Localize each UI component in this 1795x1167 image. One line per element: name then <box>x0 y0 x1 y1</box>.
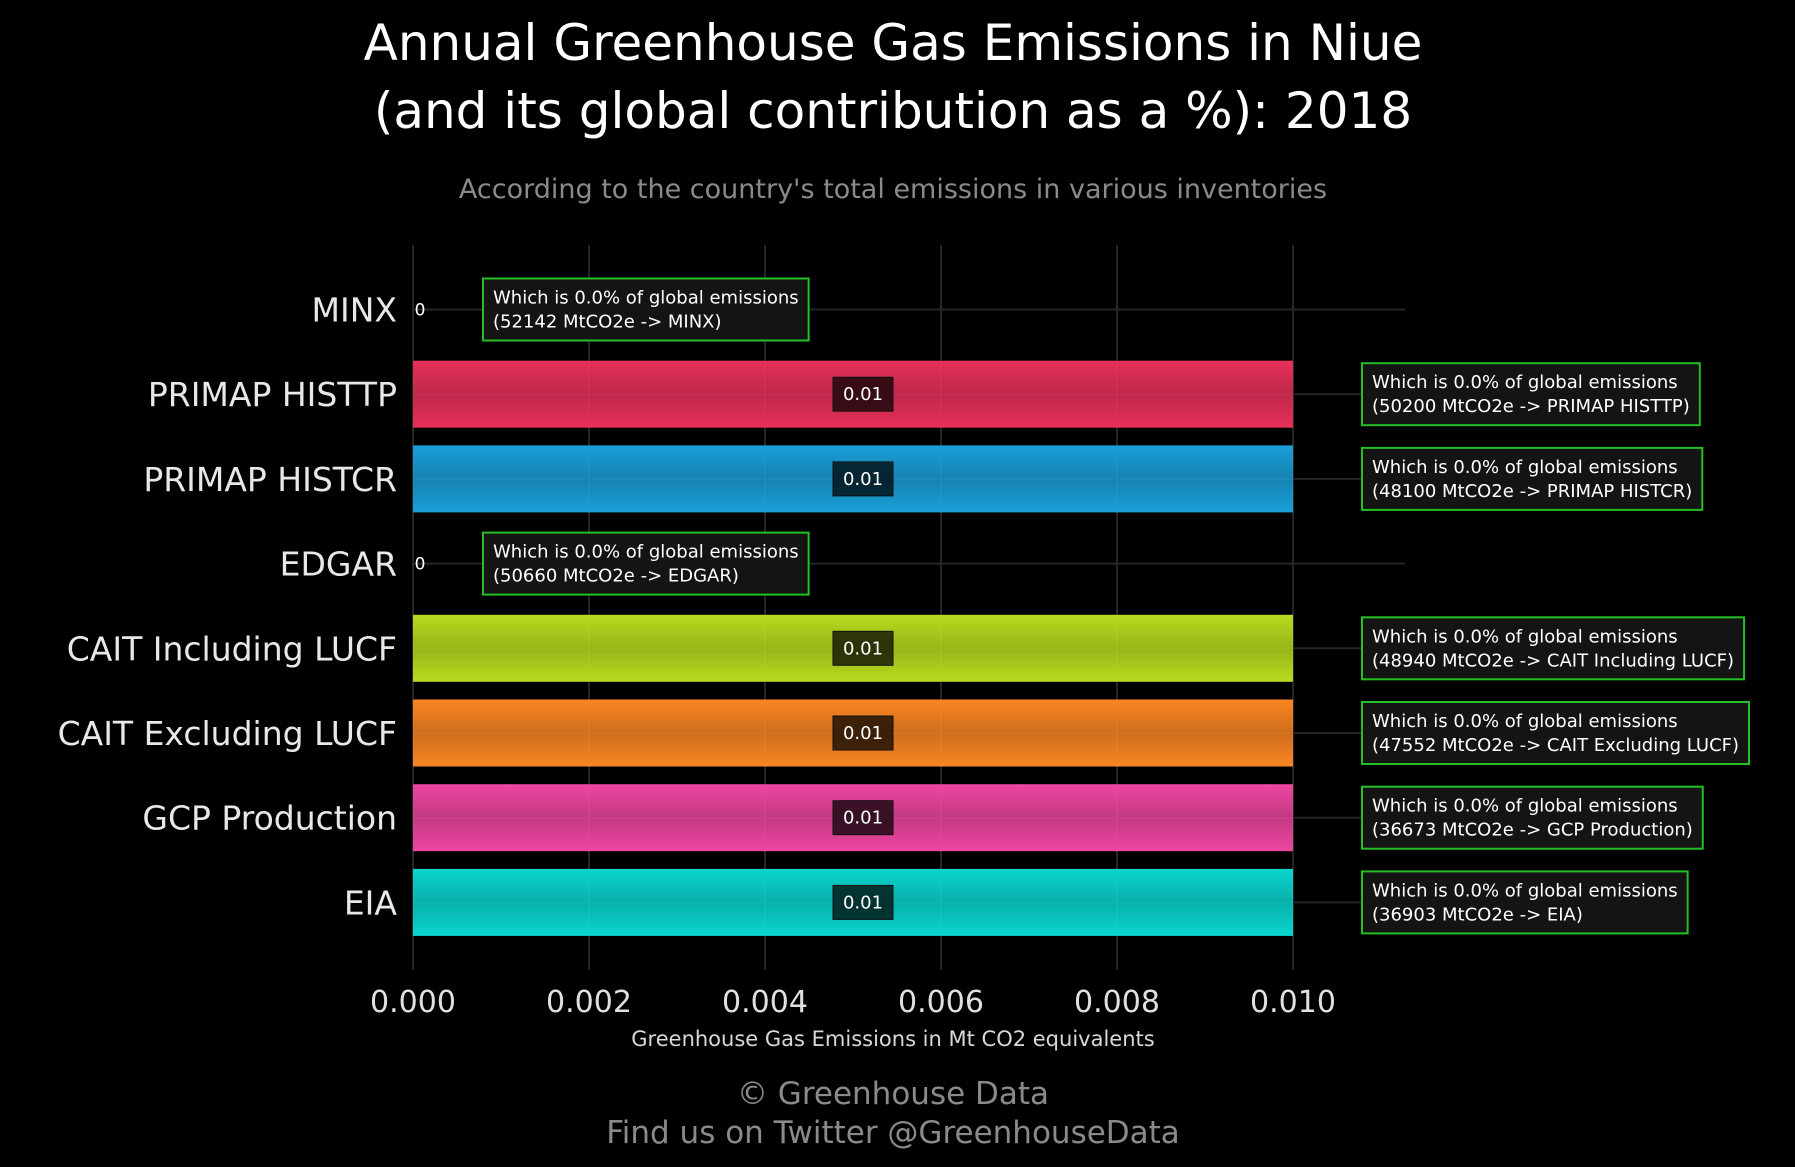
value-label-box <box>832 461 894 497</box>
annotation-box: Which is 0.0% of global emissions (36673 … <box>1361 785 1704 850</box>
annotation-line1: Which is 0.0% of global emissions <box>1372 372 1678 393</box>
annotations: Which is 0.0% of global emissions (52142 … <box>430 277 1751 935</box>
annotation-border <box>1361 870 1689 935</box>
value-label: 0 <box>415 301 426 321</box>
annotation-line2: (36903 MtCO2e -> EIA) <box>1372 904 1583 925</box>
value-label: 0.01 <box>843 723 883 744</box>
x-tick-label: 0.008 <box>1074 985 1160 1020</box>
annotation-line2: (50660 MtCO2e -> EDGAR) <box>493 566 739 587</box>
annotation-box: Which is 0.0% of global emissions (50660 … <box>482 531 810 596</box>
x-tick-label: 0.004 <box>722 985 808 1020</box>
value-label: 0.01 <box>843 808 883 829</box>
annotation-line1: Which is 0.0% of global emissions <box>1372 626 1678 647</box>
annotation-border <box>1361 616 1746 681</box>
x-tick-label: 0.006 <box>898 985 984 1020</box>
x-tick-label: 0.002 <box>546 985 632 1020</box>
category-label: CAIT Excluding LUCF <box>58 714 397 753</box>
chart-title-line1: Annual Greenhouse Gas Emissions in Niue <box>364 14 1423 72</box>
value-label-box <box>832 884 894 920</box>
annotation-border <box>482 531 810 596</box>
category-labels: MINX PRIMAP HISTTP PRIMAP HISTCR EDGAR CAIT … <box>58 291 398 923</box>
x-tick-label: 0.000 <box>370 985 456 1020</box>
category-label: EIA <box>344 883 398 922</box>
annotation-line1: Which is 0.0% of global emissions <box>1372 796 1678 817</box>
annotation-line1: Which is 0.0% of global emissions <box>1372 880 1678 901</box>
annotation-line2: (48100 MtCO2e -> PRIMAP HISTCR) <box>1372 481 1692 502</box>
annotation-box: Which is 0.0% of global emissions (50200 … <box>1361 362 1701 427</box>
annotation-line2: (48940 MtCO2e -> CAIT Including LUCF) <box>1372 650 1734 671</box>
category-label: CAIT Including LUCF <box>67 629 397 668</box>
value-label: 0.01 <box>843 892 883 913</box>
annotation-line1: Which is 0.0% of global emissions <box>1372 711 1678 732</box>
grid <box>412 245 1405 970</box>
annotation-border <box>1361 785 1704 850</box>
annotation-line1: Which is 0.0% of global emissions <box>493 288 799 309</box>
value-label-box <box>832 800 894 836</box>
annotation-line1: Which is 0.0% of global emissions <box>493 542 799 563</box>
category-label: PRIMAP HISTTP <box>148 375 397 414</box>
annotation-box: Which is 0.0% of global emissions (52142 … <box>482 277 810 342</box>
category-label: PRIMAP HISTCR <box>143 460 397 499</box>
footer-copyright: © Greenhouse Data <box>737 1076 1049 1112</box>
x-axis-title: Greenhouse Gas Emissions in Mt CO2 equiv… <box>631 1027 1154 1051</box>
value-label: 0 <box>415 555 426 575</box>
x-axis-ticks: 0.000 0.002 0.004 0.006 0.008 0.010 <box>370 985 1336 1020</box>
annotation-box: Which is 0.0% of global emissions (48940 … <box>1361 616 1746 681</box>
bars: 0 0.01 0.01 0 0.01 0.01 0.01 0.01 <box>413 301 1293 936</box>
annotation-border <box>482 277 810 342</box>
value-label-box <box>832 715 894 751</box>
value-label: 0.01 <box>843 384 883 405</box>
annotation-border <box>1361 446 1704 511</box>
annotation-line2: (52142 MtCO2e -> MINX) <box>493 312 722 333</box>
annotation-line2: (47552 MtCO2e -> CAIT Excluding LUCF) <box>1372 735 1739 756</box>
annotation-line2: (36673 MtCO2e -> GCP Production) <box>1372 820 1693 841</box>
category-label: GCP Production <box>142 799 397 838</box>
annotation-box: Which is 0.0% of global emissions (48100 … <box>1361 446 1704 511</box>
annotation-line2: (50200 MtCO2e -> PRIMAP HISTTP) <box>1372 396 1690 417</box>
annotation-box: Which is 0.0% of global emissions (47552 … <box>1361 701 1751 765</box>
chart-title-line2: (and its global contribution as a %): 20… <box>374 82 1412 140</box>
x-tick-label: 0.010 <box>1250 985 1336 1020</box>
footer-twitter: Find us on Twitter @GreenhouseData <box>606 1115 1180 1151</box>
annotation-border <box>1361 701 1751 765</box>
value-label: 0.01 <box>843 638 883 659</box>
value-label-box <box>832 630 894 666</box>
value-label: 0.01 <box>843 469 883 490</box>
category-label: MINX <box>312 291 398 330</box>
annotation-box: Which is 0.0% of global emissions (36903 … <box>1361 870 1689 935</box>
chart-subtitle: According to the country's total emissio… <box>459 174 1327 205</box>
annotation-line1: Which is 0.0% of global emissions <box>1372 457 1678 478</box>
annotation-border <box>1361 362 1701 427</box>
value-label-box <box>832 376 894 412</box>
category-label: EDGAR <box>280 545 397 584</box>
